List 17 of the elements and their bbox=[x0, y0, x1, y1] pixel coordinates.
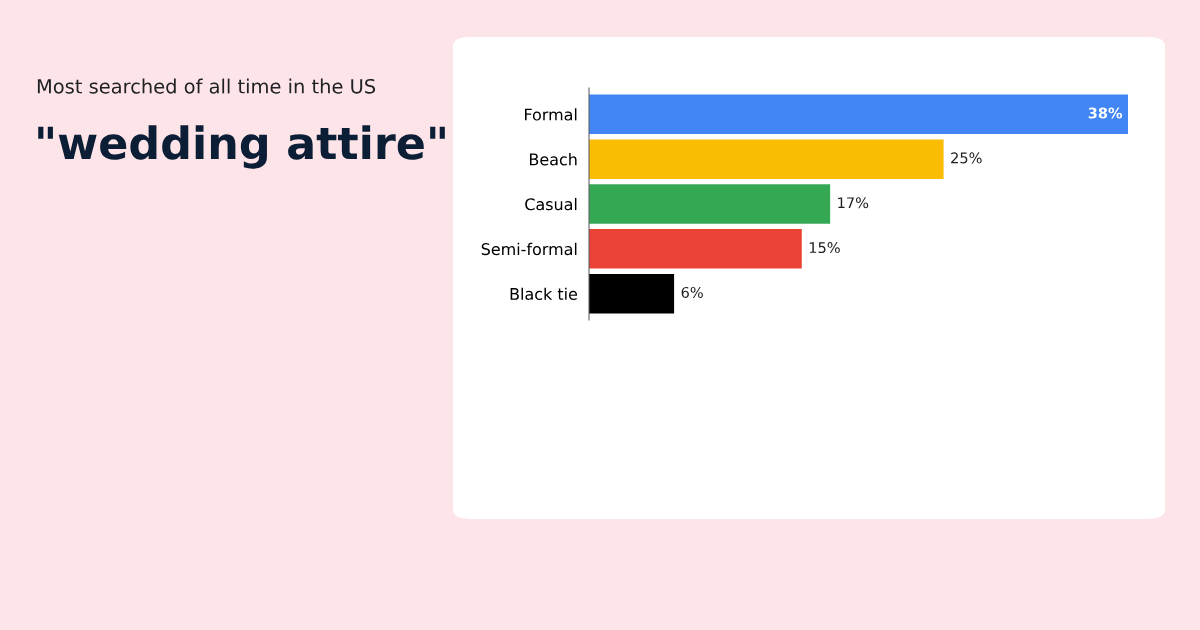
y-tick-label: Formal bbox=[525, 108, 577, 121]
y-tick-label: Casual bbox=[525, 197, 577, 211]
data-label: 38% bbox=[1088, 107, 1123, 119]
y-tick-label: Semi-formal bbox=[481, 242, 577, 256]
bar bbox=[589, 273, 675, 314]
text: "wedding attire" bbox=[38, 125, 445, 169]
data-label: 25% bbox=[951, 152, 982, 164]
data-label: 15% bbox=[809, 242, 840, 254]
y-tick-label: Black tie bbox=[510, 287, 578, 300]
y-tick-label: Beach bbox=[529, 153, 577, 166]
bar bbox=[589, 184, 831, 224]
text: Most searched of all time in the US bbox=[37, 78, 376, 94]
bar bbox=[589, 94, 1128, 135]
bar bbox=[589, 229, 802, 269]
bar bbox=[589, 139, 944, 179]
data-label: 17% bbox=[838, 197, 869, 209]
data-label: 6% bbox=[681, 286, 703, 298]
